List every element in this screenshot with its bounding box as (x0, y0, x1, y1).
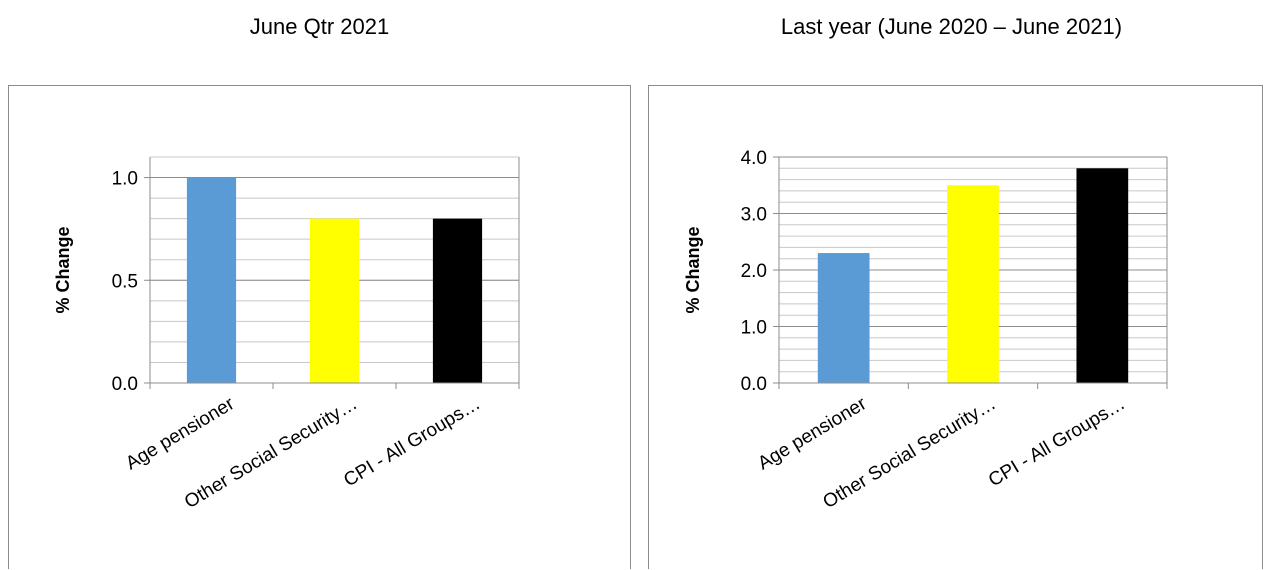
chart-last-year: 0.0 1.0 2.0 3.0 4.0 Age pensioner Other Social… (648, 85, 1263, 569)
bar (817, 253, 870, 383)
y-tick-label: 3.0 (741, 205, 767, 226)
chart-title-last-year: Last year (June 2020 – June 2021) (780, 14, 1123, 39)
y-tick-label: 1.0 (112, 169, 138, 190)
x-category-label: CPI - All Groups… (340, 393, 484, 491)
y-axis-title: % Change (683, 226, 703, 313)
y-tick-label: 4.0 (741, 148, 767, 169)
y-tick-label: 1.0 (741, 318, 767, 339)
y-axis-title: % Change (53, 226, 73, 313)
bar (1076, 168, 1129, 383)
y-tick-label: 0.5 (112, 271, 138, 292)
chart-june-qtr: 0.0 0.5 1.0 Age pensioner Other Social Secur… (8, 85, 631, 569)
x-category-label: Age pensioner (754, 393, 870, 474)
chart-title-june-qtr: June Qtr 2021 (249, 14, 390, 39)
bar (432, 218, 483, 383)
x-category-label: CPI - All Groups… (985, 393, 1129, 491)
y-tick-label: 2.0 (741, 261, 767, 282)
y-tick-label: 0.0 (112, 374, 138, 395)
bar (186, 177, 237, 383)
bar (309, 218, 360, 383)
x-category-label: Age pensioner (122, 393, 238, 474)
y-tick-label: 0.0 (741, 374, 767, 395)
bar (947, 185, 999, 383)
